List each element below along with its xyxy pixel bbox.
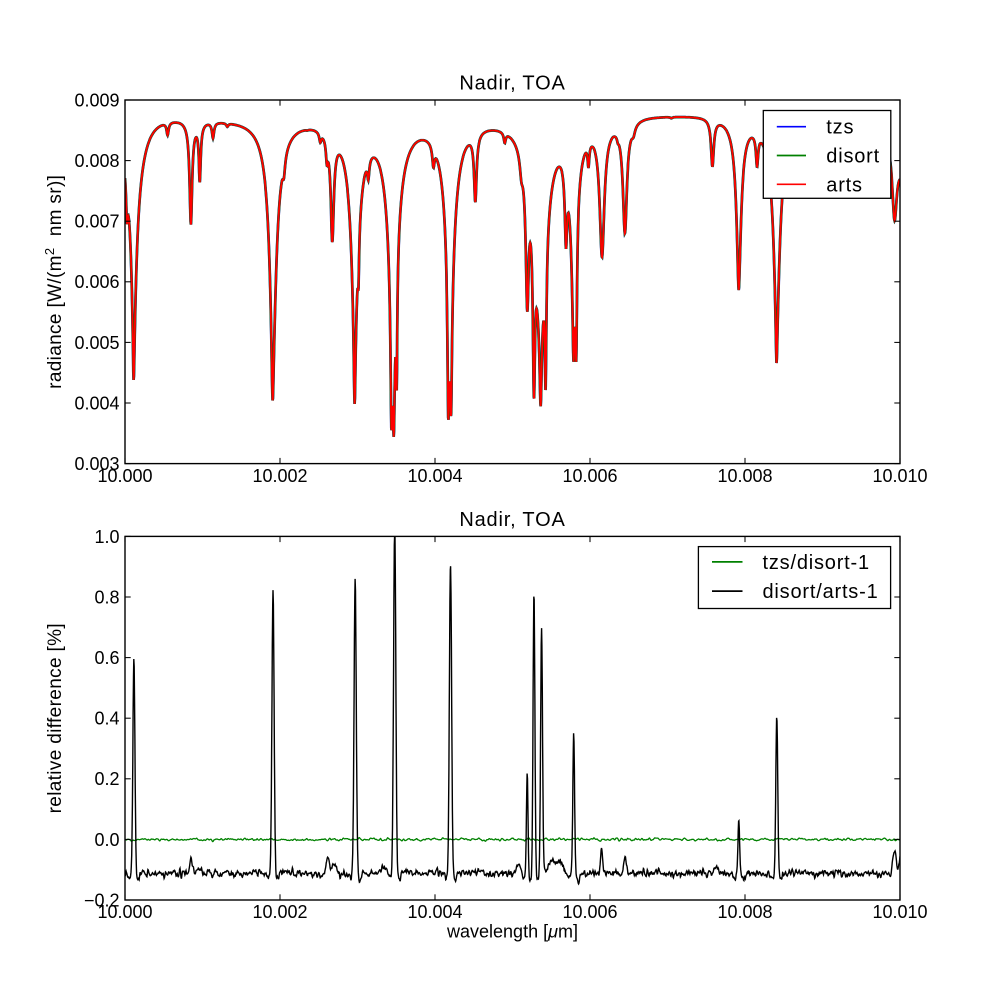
svg-text:Nadir, TOA: Nadir, TOA bbox=[459, 509, 565, 531]
svg-text:Nadir, TOA: Nadir, TOA bbox=[459, 73, 565, 95]
svg-text:disort: disort bbox=[826, 146, 880, 168]
svg-text:10.000: 10.000 bbox=[97, 902, 152, 922]
svg-text:10.008: 10.008 bbox=[717, 902, 772, 922]
svg-text:0.007: 0.007 bbox=[74, 212, 119, 232]
svg-text:10.010: 10.010 bbox=[872, 466, 927, 486]
svg-text:10.000: 10.000 bbox=[97, 466, 152, 486]
svg-text:0.006: 0.006 bbox=[74, 272, 119, 292]
svg-text:10.004: 10.004 bbox=[407, 902, 462, 922]
svg-text:wavelength [μm]: wavelength [μm] bbox=[446, 922, 578, 942]
svg-text:10.006: 10.006 bbox=[562, 466, 617, 486]
svg-text:10.008: 10.008 bbox=[717, 466, 772, 486]
svg-text:relative difference [%]: relative difference [%] bbox=[45, 623, 66, 813]
svg-text:disort/arts-1: disort/arts-1 bbox=[763, 581, 879, 603]
svg-text:0.4: 0.4 bbox=[94, 709, 119, 729]
svg-text:10.004: 10.004 bbox=[407, 466, 462, 486]
svg-text:0.009: 0.009 bbox=[74, 90, 119, 110]
svg-text:0.0: 0.0 bbox=[94, 830, 119, 850]
svg-text:0.005: 0.005 bbox=[74, 333, 119, 353]
svg-text:0.003: 0.003 bbox=[74, 454, 119, 474]
svg-text:10.006: 10.006 bbox=[562, 902, 617, 922]
svg-text:10.010: 10.010 bbox=[872, 902, 927, 922]
svg-text:10.002: 10.002 bbox=[252, 902, 307, 922]
svg-text:tzs/disort-1: tzs/disort-1 bbox=[763, 552, 870, 574]
svg-text:radiance [W/(m2 nm sr)]: radiance [W/(m2 nm sr)] bbox=[42, 175, 66, 389]
svg-text:1.0: 1.0 bbox=[94, 527, 119, 547]
svg-text:tzs: tzs bbox=[826, 117, 854, 139]
svg-text:0.6: 0.6 bbox=[94, 648, 119, 668]
svg-text:−0.2: −0.2 bbox=[84, 890, 120, 910]
svg-text:0.008: 0.008 bbox=[74, 151, 119, 171]
svg-text:0.8: 0.8 bbox=[94, 587, 119, 607]
svg-text:10.002: 10.002 bbox=[252, 466, 307, 486]
svg-text:0.2: 0.2 bbox=[94, 769, 119, 789]
svg-text:0.004: 0.004 bbox=[74, 393, 119, 413]
svg-text:arts: arts bbox=[826, 174, 863, 196]
